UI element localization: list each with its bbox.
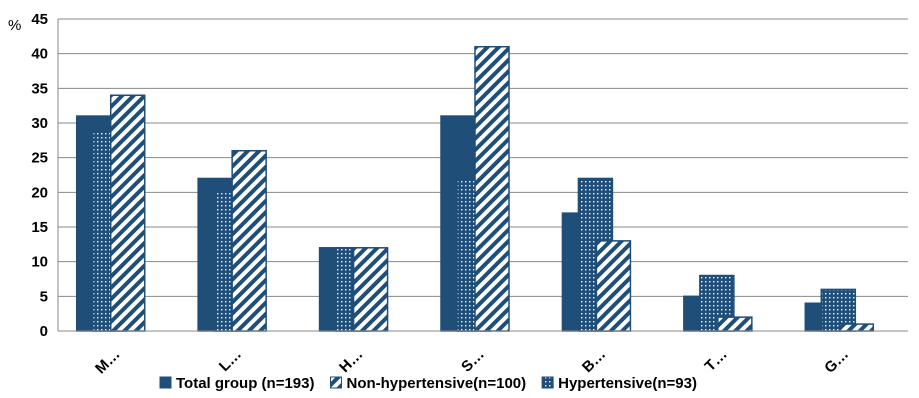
y-tick-label: 5: [40, 288, 48, 305]
x-tick-label: L…: [216, 346, 245, 375]
y-tick-label: 35: [31, 80, 48, 97]
x-tick-label: S…: [458, 346, 488, 376]
y-tick-label: 15: [31, 219, 48, 236]
bar-diagonal: [231, 149, 267, 332]
bar-diagonal: [109, 94, 146, 332]
y-tick-label: 40: [31, 46, 48, 63]
x-tick-label: B…: [579, 346, 609, 376]
x-tick-label: T…: [702, 346, 731, 375]
legend-label: Non-hypertensive(n=100): [346, 375, 526, 392]
bar-diagonal: [595, 240, 632, 332]
y-tick-label: 20: [31, 184, 48, 201]
legend-swatch: [329, 376, 342, 389]
x-tick-label: G…: [821, 346, 852, 377]
bar-diagonal: [838, 323, 875, 332]
legend-label: Total group (n=193): [176, 375, 314, 392]
bar-diagonal: [474, 45, 510, 332]
legend-label: Hypertensive(n=93): [558, 375, 697, 392]
y-tick-label: 45: [31, 11, 48, 28]
x-tick-label: H…: [336, 346, 366, 376]
bar-diagonal: [352, 247, 389, 332]
legend-swatch: [159, 376, 172, 389]
y-axis-label: %: [8, 17, 21, 34]
legend-swatch: [541, 376, 554, 389]
y-tick-label: 10: [31, 254, 48, 271]
legend: Total group (n=193) Non-hypertensive(n=10…: [159, 375, 697, 392]
bars: [75, 45, 875, 332]
y-tick-label: 0: [40, 323, 48, 340]
x-tick-label: M…: [92, 346, 123, 377]
y-tick-label: 30: [31, 115, 48, 132]
bar-diagonal: [717, 316, 753, 332]
y-tick-label: 25: [31, 150, 48, 167]
